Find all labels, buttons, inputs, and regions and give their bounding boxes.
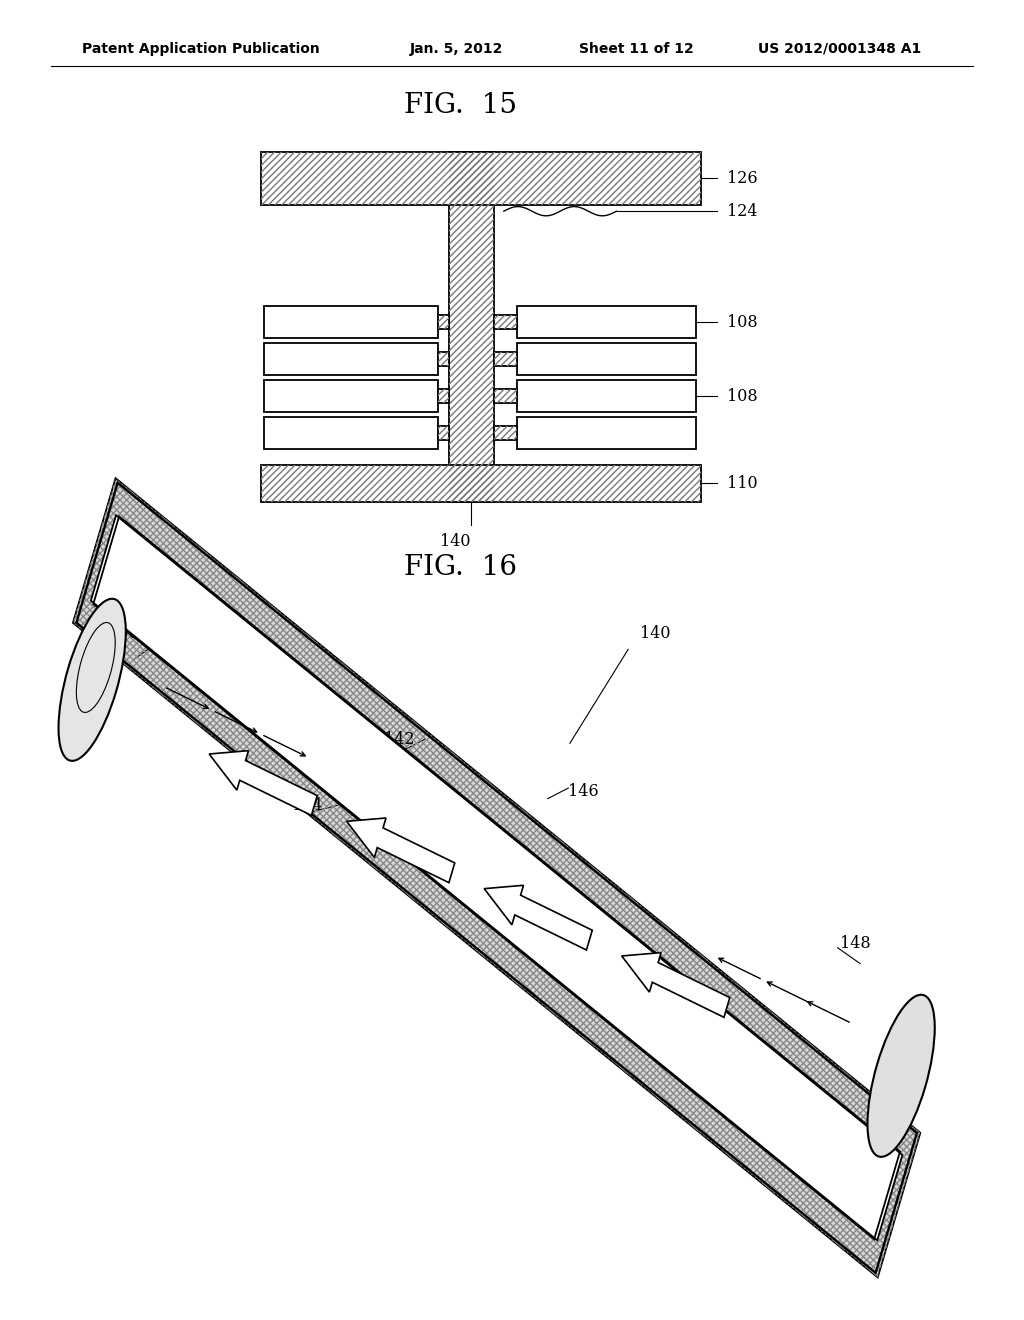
Polygon shape [73,478,921,1278]
Ellipse shape [867,995,935,1156]
Text: Jan. 5, 2012: Jan. 5, 2012 [410,42,503,55]
Bar [494,426,517,440]
Bar [494,352,517,366]
Polygon shape [622,953,730,1018]
Bar [494,315,517,329]
Bar [264,417,438,449]
Text: 146: 146 [568,784,599,800]
Polygon shape [484,886,592,950]
Polygon shape [91,515,902,1241]
Bar [517,417,696,449]
Bar [261,152,701,205]
Text: 124: 124 [727,203,758,219]
Bar [438,426,449,440]
Text: 108: 108 [727,314,758,330]
Bar [438,352,449,366]
Bar [261,465,701,502]
Text: 140: 140 [440,533,471,549]
Bar [449,152,494,502]
Bar [494,315,517,329]
Text: FIG.  16: FIG. 16 [404,554,517,581]
Text: 150: 150 [108,626,138,642]
Bar [517,306,696,338]
Bar [449,152,494,502]
Bar [438,426,449,440]
Text: 126: 126 [727,170,758,186]
Text: 142: 142 [384,731,415,747]
Polygon shape [347,818,455,883]
Bar [517,380,696,412]
Bar [264,380,438,412]
Text: 110: 110 [727,475,758,491]
Text: FIG.  15: FIG. 15 [404,92,517,119]
Polygon shape [209,751,317,816]
Bar [438,389,449,403]
Bar [517,343,696,375]
Text: Patent Application Publication: Patent Application Publication [82,42,319,55]
Bar [438,389,449,403]
Text: 140: 140 [640,626,671,642]
Bar [494,352,517,366]
Bar [494,389,517,403]
Bar [264,306,438,338]
Bar [438,352,449,366]
Bar [264,343,438,375]
Text: 148: 148 [840,936,870,952]
Text: Sheet 11 of 12: Sheet 11 of 12 [579,42,693,55]
Bar [261,465,701,502]
Text: 108: 108 [727,388,758,404]
Ellipse shape [58,599,126,760]
Bar [438,315,449,329]
Text: US 2012/0001348 A1: US 2012/0001348 A1 [758,42,921,55]
Bar [494,389,517,403]
Bar [438,315,449,329]
Text: 144: 144 [292,797,323,813]
Bar [261,152,701,205]
Bar [494,426,517,440]
